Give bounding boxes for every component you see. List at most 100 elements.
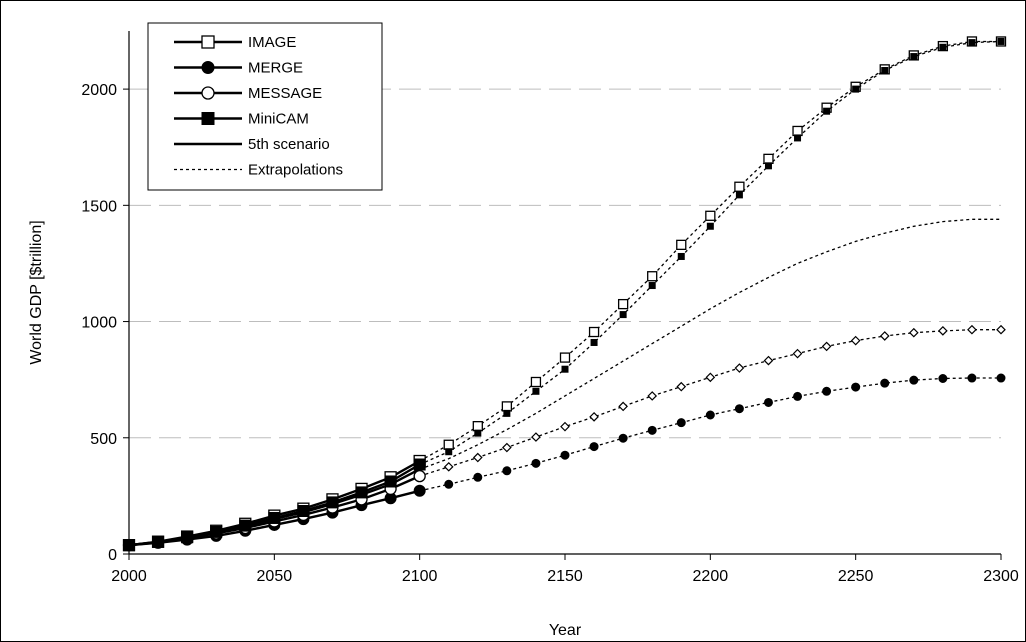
data-point [968,39,976,47]
data-point [531,432,541,442]
data-point [822,386,832,396]
legend-item-message: MESSAGE [174,85,322,102]
data-point [939,43,947,51]
x-tick-label: 2250 [838,568,874,585]
data-point [734,363,745,373]
data-point [705,372,716,383]
data-point [443,439,454,450]
data-point [735,191,743,199]
legend-label: MERGE [248,60,303,77]
data-point [794,134,802,142]
legend-item-extrapolations: Extrapolations [174,162,343,179]
data-point [996,373,1006,383]
y-tick-label: 1500 [81,198,117,215]
series-image [122,454,426,552]
series-5th-scenario-extrapolation [419,218,1001,470]
x-tick-label: 2000 [111,568,147,585]
data-point [792,348,803,359]
legend-label: MESSAGE [248,85,322,102]
x-tick-label: 2050 [257,568,293,585]
legend-label: IMAGE [248,34,296,51]
y-tick-label: 2000 [81,82,117,99]
x-tick-label: 2300 [983,568,1019,585]
data-point [559,352,571,363]
data-point [589,412,599,422]
series-line-5th-scenario [128,468,421,547]
data-point [560,421,570,432]
data-point [647,271,658,282]
series-merge-extrapolation [419,373,1006,492]
data-point [530,376,542,388]
data-point [589,442,599,452]
series-minicam [123,458,426,552]
data-point [763,397,773,407]
legend-item-minicam: MiniCAM [174,111,309,128]
data-point [967,324,977,335]
legend-marker [201,35,215,49]
data-point [967,373,977,383]
data-point [531,458,541,468]
y-tick-label: 1000 [81,315,117,332]
data-point [676,381,687,392]
data-point [938,326,948,336]
legend-marker [201,86,215,100]
data-point [996,324,1006,335]
data-point [676,239,687,250]
data-point [590,338,598,346]
data-point [472,452,483,463]
data-point [503,409,511,417]
legend-marker [201,112,215,125]
data-point [763,153,774,164]
data-point [473,472,483,482]
series-line-image [128,459,421,547]
series-5th-scenario [128,468,421,547]
data-point [413,469,426,483]
x-tick-label: 2150 [547,568,583,585]
legend-marker [201,61,215,74]
data-point [619,311,627,319]
data-point [851,382,861,392]
data-point [909,375,919,385]
data-point [706,222,714,230]
data-point [618,401,628,412]
legend-box [147,22,383,191]
data-point [532,387,540,395]
data-point [793,391,803,401]
data-point [676,418,686,428]
data-point [997,37,1005,45]
data-point [561,365,569,373]
legend-label: MiniCAM [248,111,309,128]
data-point [501,401,513,412]
data-point [502,442,512,453]
legend: IMAGE MERGE MESSAGE MiniCAM 5th scenario Extr… [147,22,383,191]
y-axis-label: World GDP [$trillion] [28,220,45,364]
y-tick-label: 500 [90,431,117,448]
data-point [763,355,774,366]
data-point [879,331,890,341]
data-point [881,67,889,75]
series-line-minicam [128,463,421,547]
series-line-5th-scenario-extrapolation [419,218,1001,470]
data-point [880,378,890,388]
series-minicam-extrapolation [419,37,1005,466]
data-point [647,391,658,401]
data-point [764,162,772,170]
series-message-extrapolation [419,324,1006,477]
x-tick-label: 2200 [693,568,729,585]
data-point [908,327,919,338]
legend-item-5th-scenario: 5th scenario [174,136,330,153]
data-point [502,466,512,476]
tick-labels: 2000 2050 2100 2150 2200 2250 2300 0 500 1000 1500… [81,82,1018,585]
data-point [474,429,482,437]
data-point [677,252,685,260]
data-point [560,450,570,460]
data-point [705,410,715,420]
data-point [617,298,629,310]
data-point [444,479,454,489]
data-point [443,461,454,472]
data-point [705,210,716,221]
y-tick-label: 0 [108,547,117,564]
data-point [821,341,832,352]
data-point [938,374,948,384]
